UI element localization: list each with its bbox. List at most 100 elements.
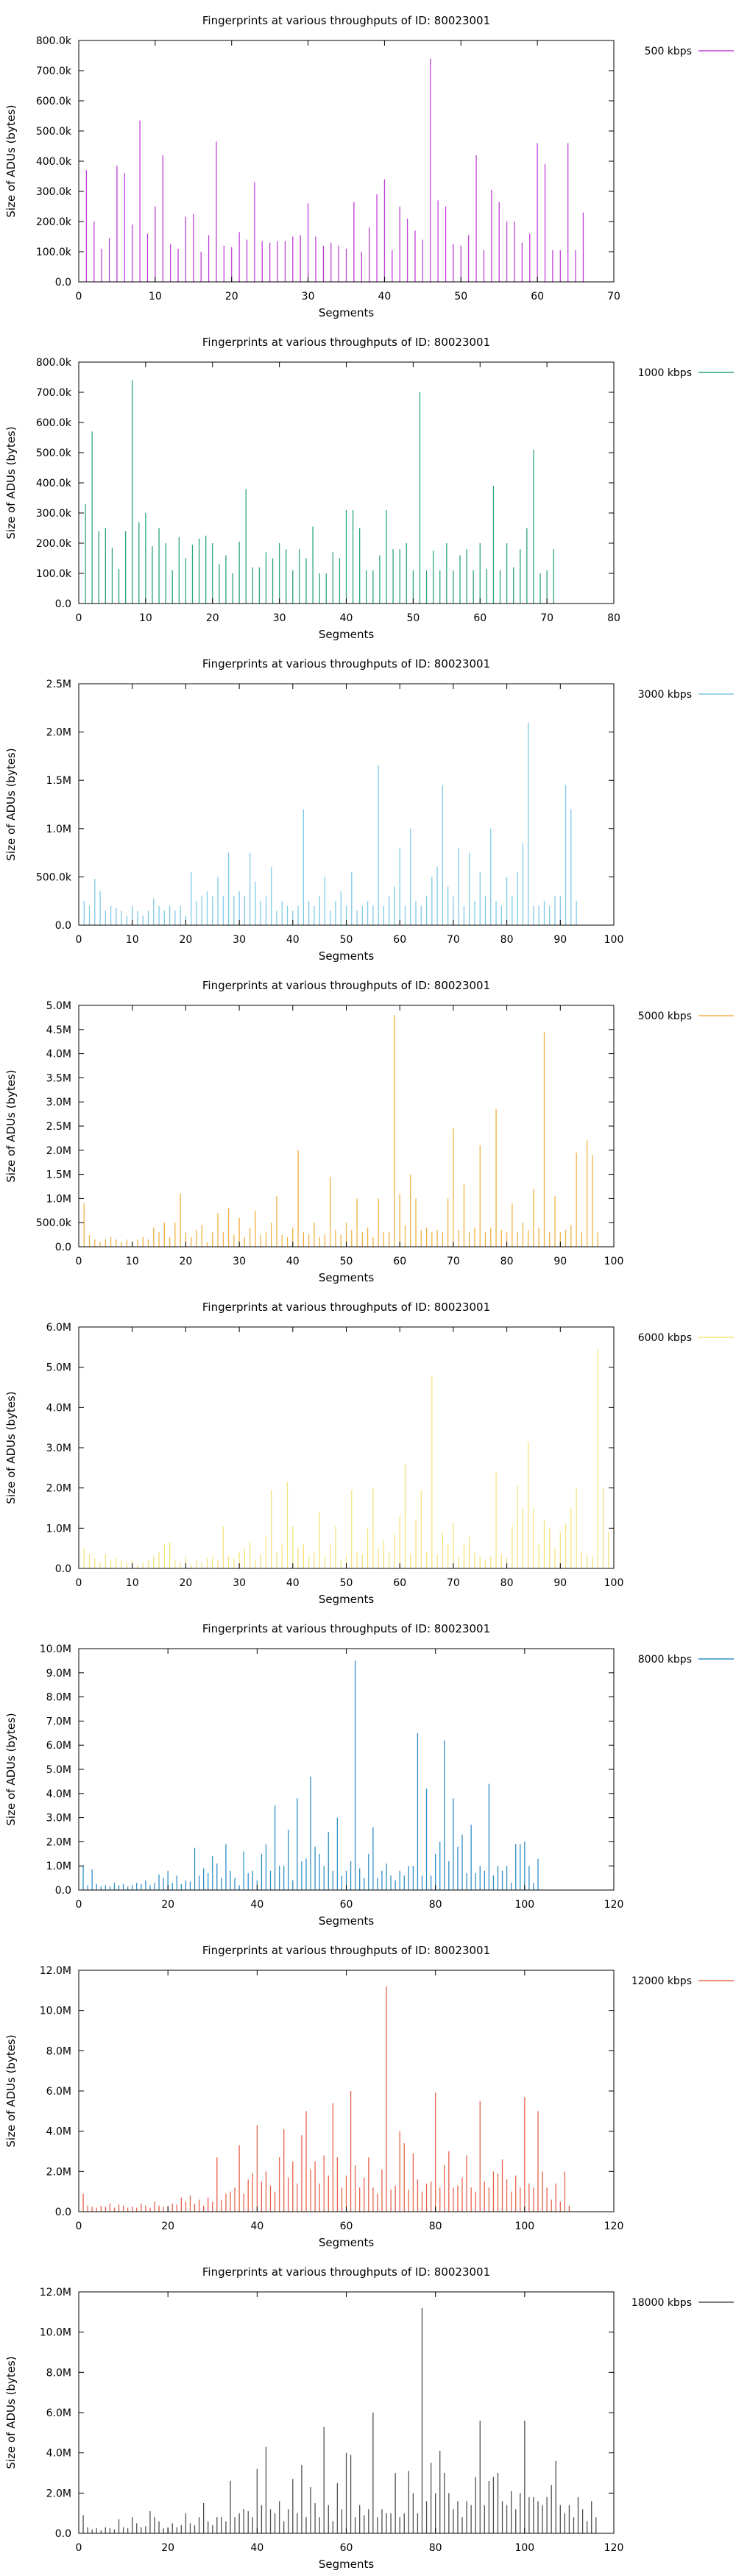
x-tick-label: 50 <box>340 1256 353 1267</box>
y-tick-label: 800.0k <box>36 35 72 47</box>
y-tick-label: 1.0M <box>46 1193 71 1205</box>
x-tick-label: 60 <box>473 612 486 624</box>
y-tick-label: 4.0M <box>46 1788 71 1800</box>
y-tick-label: 3.0M <box>46 1097 71 1108</box>
x-tick-label: 70 <box>447 1256 460 1267</box>
y-tick-label: 300.0k <box>36 508 72 520</box>
bar-group <box>85 380 554 604</box>
x-tick-label: 120 <box>604 2221 624 2232</box>
x-tick-label: 20 <box>161 1899 174 1911</box>
chart-title: Fingerprints at various throughputs of I… <box>202 979 490 992</box>
chart-5000-kbps: Fingerprints at various throughputs of I… <box>0 965 736 1287</box>
bar-group <box>85 58 584 282</box>
x-tick-label: 10 <box>126 1577 139 1589</box>
x-tick-label: 40 <box>340 612 353 624</box>
x-tick-label: 50 <box>454 291 467 302</box>
x-tick-label: 30 <box>233 1256 246 1267</box>
bar-group <box>82 1986 570 2212</box>
y-tick-label: 0.0 <box>55 1242 71 1253</box>
x-tick-label: 120 <box>604 2542 624 2554</box>
x-axis-label: Segments <box>319 2236 375 2249</box>
y-tick-label: 10.0M <box>40 1643 71 1655</box>
y-tick-label: 4.0M <box>46 1049 71 1061</box>
x-tick-label: 80 <box>429 1899 442 1911</box>
chart-svg: Fingerprints at various throughputs of I… <box>4 1301 734 1606</box>
y-tick-label: 6.0M <box>46 1740 71 1752</box>
chart-500-kbps: Fingerprints at various throughputs of I… <box>0 0 736 322</box>
x-tick-label: 30 <box>233 1577 246 1589</box>
y-tick-label: 100.0k <box>36 568 72 580</box>
x-tick-label: 40 <box>250 1899 263 1911</box>
y-tick-label: 500.0k <box>36 447 72 459</box>
chart-3000-kbps: Fingerprints at various throughputs of I… <box>0 643 736 965</box>
y-tick-label: 8.0M <box>46 1692 71 1704</box>
x-tick-label: 100 <box>604 1256 624 1267</box>
y-tick-label: 3.5M <box>46 1072 71 1084</box>
x-tick-label: 0 <box>76 1256 82 1267</box>
chart-svg: Fingerprints at various throughputs of I… <box>4 1622 734 1928</box>
x-tick-label: 90 <box>553 1256 567 1267</box>
chart-svg: Fingerprints at various throughputs of I… <box>4 1944 734 2249</box>
x-tick-label: 70 <box>540 612 553 624</box>
x-tick-label: 60 <box>340 2542 353 2554</box>
y-tick-label: 200.0k <box>36 538 72 550</box>
y-tick-label: 12.0M <box>40 1965 71 1977</box>
legend-label: 500 kbps <box>645 46 692 57</box>
y-tick-label: 12.0M <box>40 2287 71 2299</box>
chart-12000-kbps: Fingerprints at various throughputs of I… <box>0 1930 736 2251</box>
x-tick-label: 0 <box>76 1577 82 1589</box>
y-tick-label: 300.0k <box>36 186 72 198</box>
bar-group <box>83 1349 609 1568</box>
y-tick-label: 0.0 <box>55 2528 71 2540</box>
y-axis-label: Size of ADUs (bytes) <box>4 426 18 539</box>
chart-title: Fingerprints at various throughputs of I… <box>202 1301 490 1314</box>
y-tick-label: 2.0M <box>46 727 71 739</box>
x-axis-label: Segments <box>319 306 375 319</box>
x-tick-label: 60 <box>393 1577 406 1589</box>
x-tick-label: 80 <box>500 1577 514 1589</box>
chart-svg: Fingerprints at various throughputs of I… <box>4 657 734 963</box>
x-tick-label: 90 <box>553 1577 567 1589</box>
y-tick-label: 2.0M <box>46 1145 71 1157</box>
x-tick-label: 100 <box>514 2542 534 2554</box>
y-tick-label: 0.0 <box>55 2207 71 2218</box>
x-tick-label: 70 <box>607 291 620 302</box>
x-tick-label: 40 <box>286 1256 300 1267</box>
chart-title: Fingerprints at various throughputs of I… <box>202 657 490 670</box>
x-tick-label: 10 <box>139 612 152 624</box>
x-tick-label: 40 <box>286 934 300 946</box>
y-tick-label: 7.0M <box>46 1716 71 1727</box>
y-tick-label: 0.0 <box>55 920 71 932</box>
legend-label: 1000 kbps <box>638 367 692 379</box>
y-tick-label: 10.0M <box>40 2006 71 2017</box>
x-axis-label: Segments <box>319 949 375 963</box>
x-tick-label: 90 <box>553 934 567 946</box>
x-tick-label: 40 <box>250 2542 263 2554</box>
y-tick-label: 200.0k <box>36 216 72 228</box>
y-tick-label: 500.0k <box>36 126 72 138</box>
y-tick-label: 2.5M <box>46 1121 71 1133</box>
y-tick-label: 700.0k <box>36 387 72 399</box>
y-tick-label: 8.0M <box>46 2367 71 2379</box>
chart-title: Fingerprints at various throughputs of I… <box>202 1944 490 1957</box>
x-tick-label: 80 <box>429 2542 442 2554</box>
y-tick-label: 0.0 <box>55 1885 71 1897</box>
chart-svg: Fingerprints at various throughputs of I… <box>4 2265 734 2571</box>
x-tick-label: 50 <box>340 934 353 946</box>
x-tick-label: 20 <box>161 2542 174 2554</box>
bar-group <box>83 722 577 925</box>
y-axis-label: Size of ADUs (bytes) <box>4 1713 18 1825</box>
y-tick-label: 600.0k <box>36 417 72 429</box>
y-axis-label: Size of ADUs (bytes) <box>4 1391 18 1504</box>
chart-svg: Fingerprints at various throughputs of I… <box>4 336 734 641</box>
y-tick-label: 6.0M <box>46 2407 71 2419</box>
x-tick-label: 20 <box>161 2221 174 2232</box>
legend-label: 6000 kbps <box>638 1332 692 1344</box>
y-tick-label: 1.5M <box>46 1170 71 1181</box>
y-tick-label: 5.0M <box>46 1362 71 1374</box>
y-tick-label: 1.0M <box>46 1861 71 1872</box>
legend-label: 3000 kbps <box>638 689 692 701</box>
y-tick-label: 5.0M <box>46 1764 71 1776</box>
y-tick-label: 400.0k <box>36 156 72 168</box>
x-tick-label: 20 <box>179 1577 192 1589</box>
